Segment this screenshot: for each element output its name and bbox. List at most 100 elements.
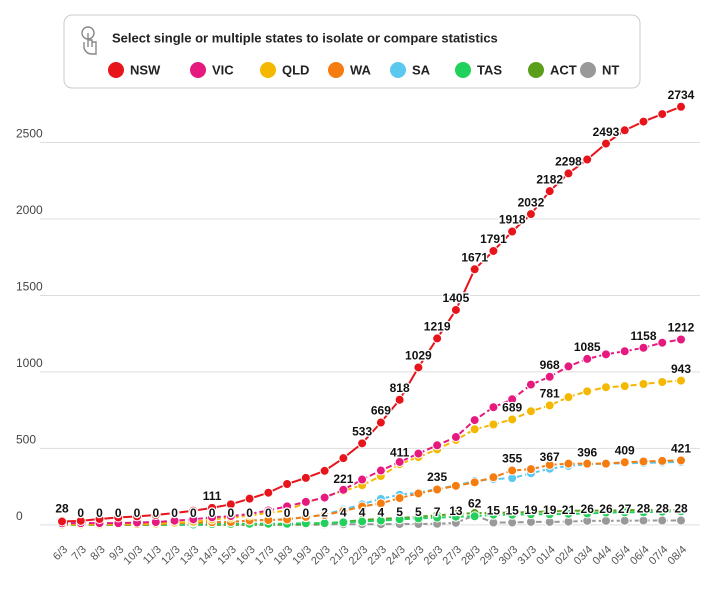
data-label: 818	[390, 381, 410, 395]
data-point	[638, 378, 649, 389]
data-label: 0	[246, 506, 253, 520]
legend-label[interactable]: ACT	[550, 62, 577, 77]
data-point	[450, 480, 461, 491]
legend-label[interactable]: VIC	[212, 62, 234, 77]
data-label: 689	[502, 401, 522, 415]
data-label: 1219	[424, 320, 451, 334]
x-tick-label: 21/3	[328, 544, 352, 568]
data-label: 411	[390, 445, 410, 459]
data-label: 221	[333, 472, 353, 486]
data-point	[676, 101, 686, 112]
legend-marker[interactable]	[580, 62, 596, 78]
data-label: 2	[321, 506, 328, 520]
data-point	[676, 334, 686, 345]
data-point	[263, 505, 274, 516]
legend-marker[interactable]	[390, 62, 406, 78]
data-label: 28	[637, 502, 651, 516]
x-tick-label: 13/3	[178, 544, 202, 568]
data-point	[619, 515, 630, 526]
legend-marker[interactable]	[455, 62, 471, 78]
legend-marker[interactable]	[190, 62, 206, 78]
data-point	[676, 455, 686, 466]
legend-label[interactable]: WA	[350, 62, 372, 77]
data-label: 421	[671, 442, 691, 456]
x-tick-label: 8/3	[88, 544, 107, 563]
x-tick-label: 17/3	[253, 544, 277, 568]
data-point	[638, 342, 649, 353]
legend-marker[interactable]	[260, 62, 276, 78]
x-tick-label: 08/4	[666, 544, 690, 568]
data-label: 4	[340, 505, 347, 519]
data-label: 2298	[555, 155, 582, 169]
data-label: 2493	[593, 125, 620, 139]
data-point	[638, 515, 649, 526]
data-label: 943	[671, 362, 691, 376]
data-label: 15	[506, 504, 520, 518]
data-point	[619, 125, 630, 136]
data-label: 1029	[405, 349, 432, 363]
data-point	[582, 508, 593, 519]
data-label: 19	[524, 503, 538, 517]
data-point	[357, 501, 368, 512]
data-point	[600, 382, 611, 393]
x-tick-label: 30/3	[497, 544, 521, 568]
data-point	[282, 478, 293, 489]
data-point	[375, 417, 386, 428]
data-label: 367	[540, 450, 560, 464]
data-point	[619, 346, 630, 357]
data-label: 1791	[480, 232, 507, 246]
legend-marker[interactable]	[528, 62, 544, 78]
data-point	[676, 506, 686, 517]
data-label: 27	[618, 502, 632, 516]
data-point	[57, 516, 67, 527]
data-point	[338, 484, 349, 495]
y-tick-label: 0	[16, 509, 23, 523]
data-point	[507, 465, 518, 476]
data-label: 1405	[443, 291, 470, 305]
x-tick-label: 04/4	[591, 544, 615, 568]
data-point	[225, 511, 236, 522]
data-point	[394, 493, 405, 504]
data-point	[582, 386, 593, 397]
data-label: 15	[487, 504, 501, 518]
y-tick-label: 2500	[16, 127, 43, 141]
data-point	[469, 415, 480, 426]
data-point	[357, 516, 368, 527]
legend-label[interactable]: NSW	[130, 62, 161, 77]
data-point	[563, 361, 574, 372]
data-point	[357, 438, 368, 449]
data-point	[525, 406, 536, 417]
data-label: 1212	[668, 321, 695, 335]
data-point	[319, 465, 330, 476]
legend-label[interactable]: QLD	[282, 62, 309, 77]
data-label: 21	[562, 503, 576, 517]
x-tick-label: 28/3	[459, 544, 483, 568]
data-point	[300, 496, 311, 507]
data-point	[263, 487, 274, 498]
legend-label[interactable]: SA	[412, 62, 431, 77]
legend-marker[interactable]	[328, 62, 344, 78]
y-tick-label: 2000	[16, 203, 43, 217]
data-label: 781	[540, 387, 560, 401]
legend-label[interactable]: TAS	[477, 62, 502, 77]
legend-label[interactable]: NT	[602, 62, 619, 77]
data-point	[450, 304, 461, 315]
data-point	[488, 419, 499, 430]
data-point	[469, 477, 480, 488]
x-tick-label: 22/3	[347, 544, 371, 568]
x-tick-label: 12/3	[159, 544, 183, 568]
x-tick-label: 26/3	[422, 544, 446, 568]
data-point	[544, 186, 555, 197]
x-tick-label: 24/3	[384, 544, 408, 568]
legend-marker[interactable]	[108, 62, 124, 78]
data-point	[300, 472, 311, 483]
data-label: 0	[265, 506, 272, 520]
data-point	[94, 514, 105, 525]
data-label: 0	[96, 506, 103, 520]
data-point	[244, 508, 255, 519]
data-point	[638, 507, 649, 518]
data-point	[357, 474, 368, 485]
data-point	[600, 507, 611, 518]
x-tick-label: 01/4	[534, 544, 558, 568]
data-point	[488, 245, 499, 256]
